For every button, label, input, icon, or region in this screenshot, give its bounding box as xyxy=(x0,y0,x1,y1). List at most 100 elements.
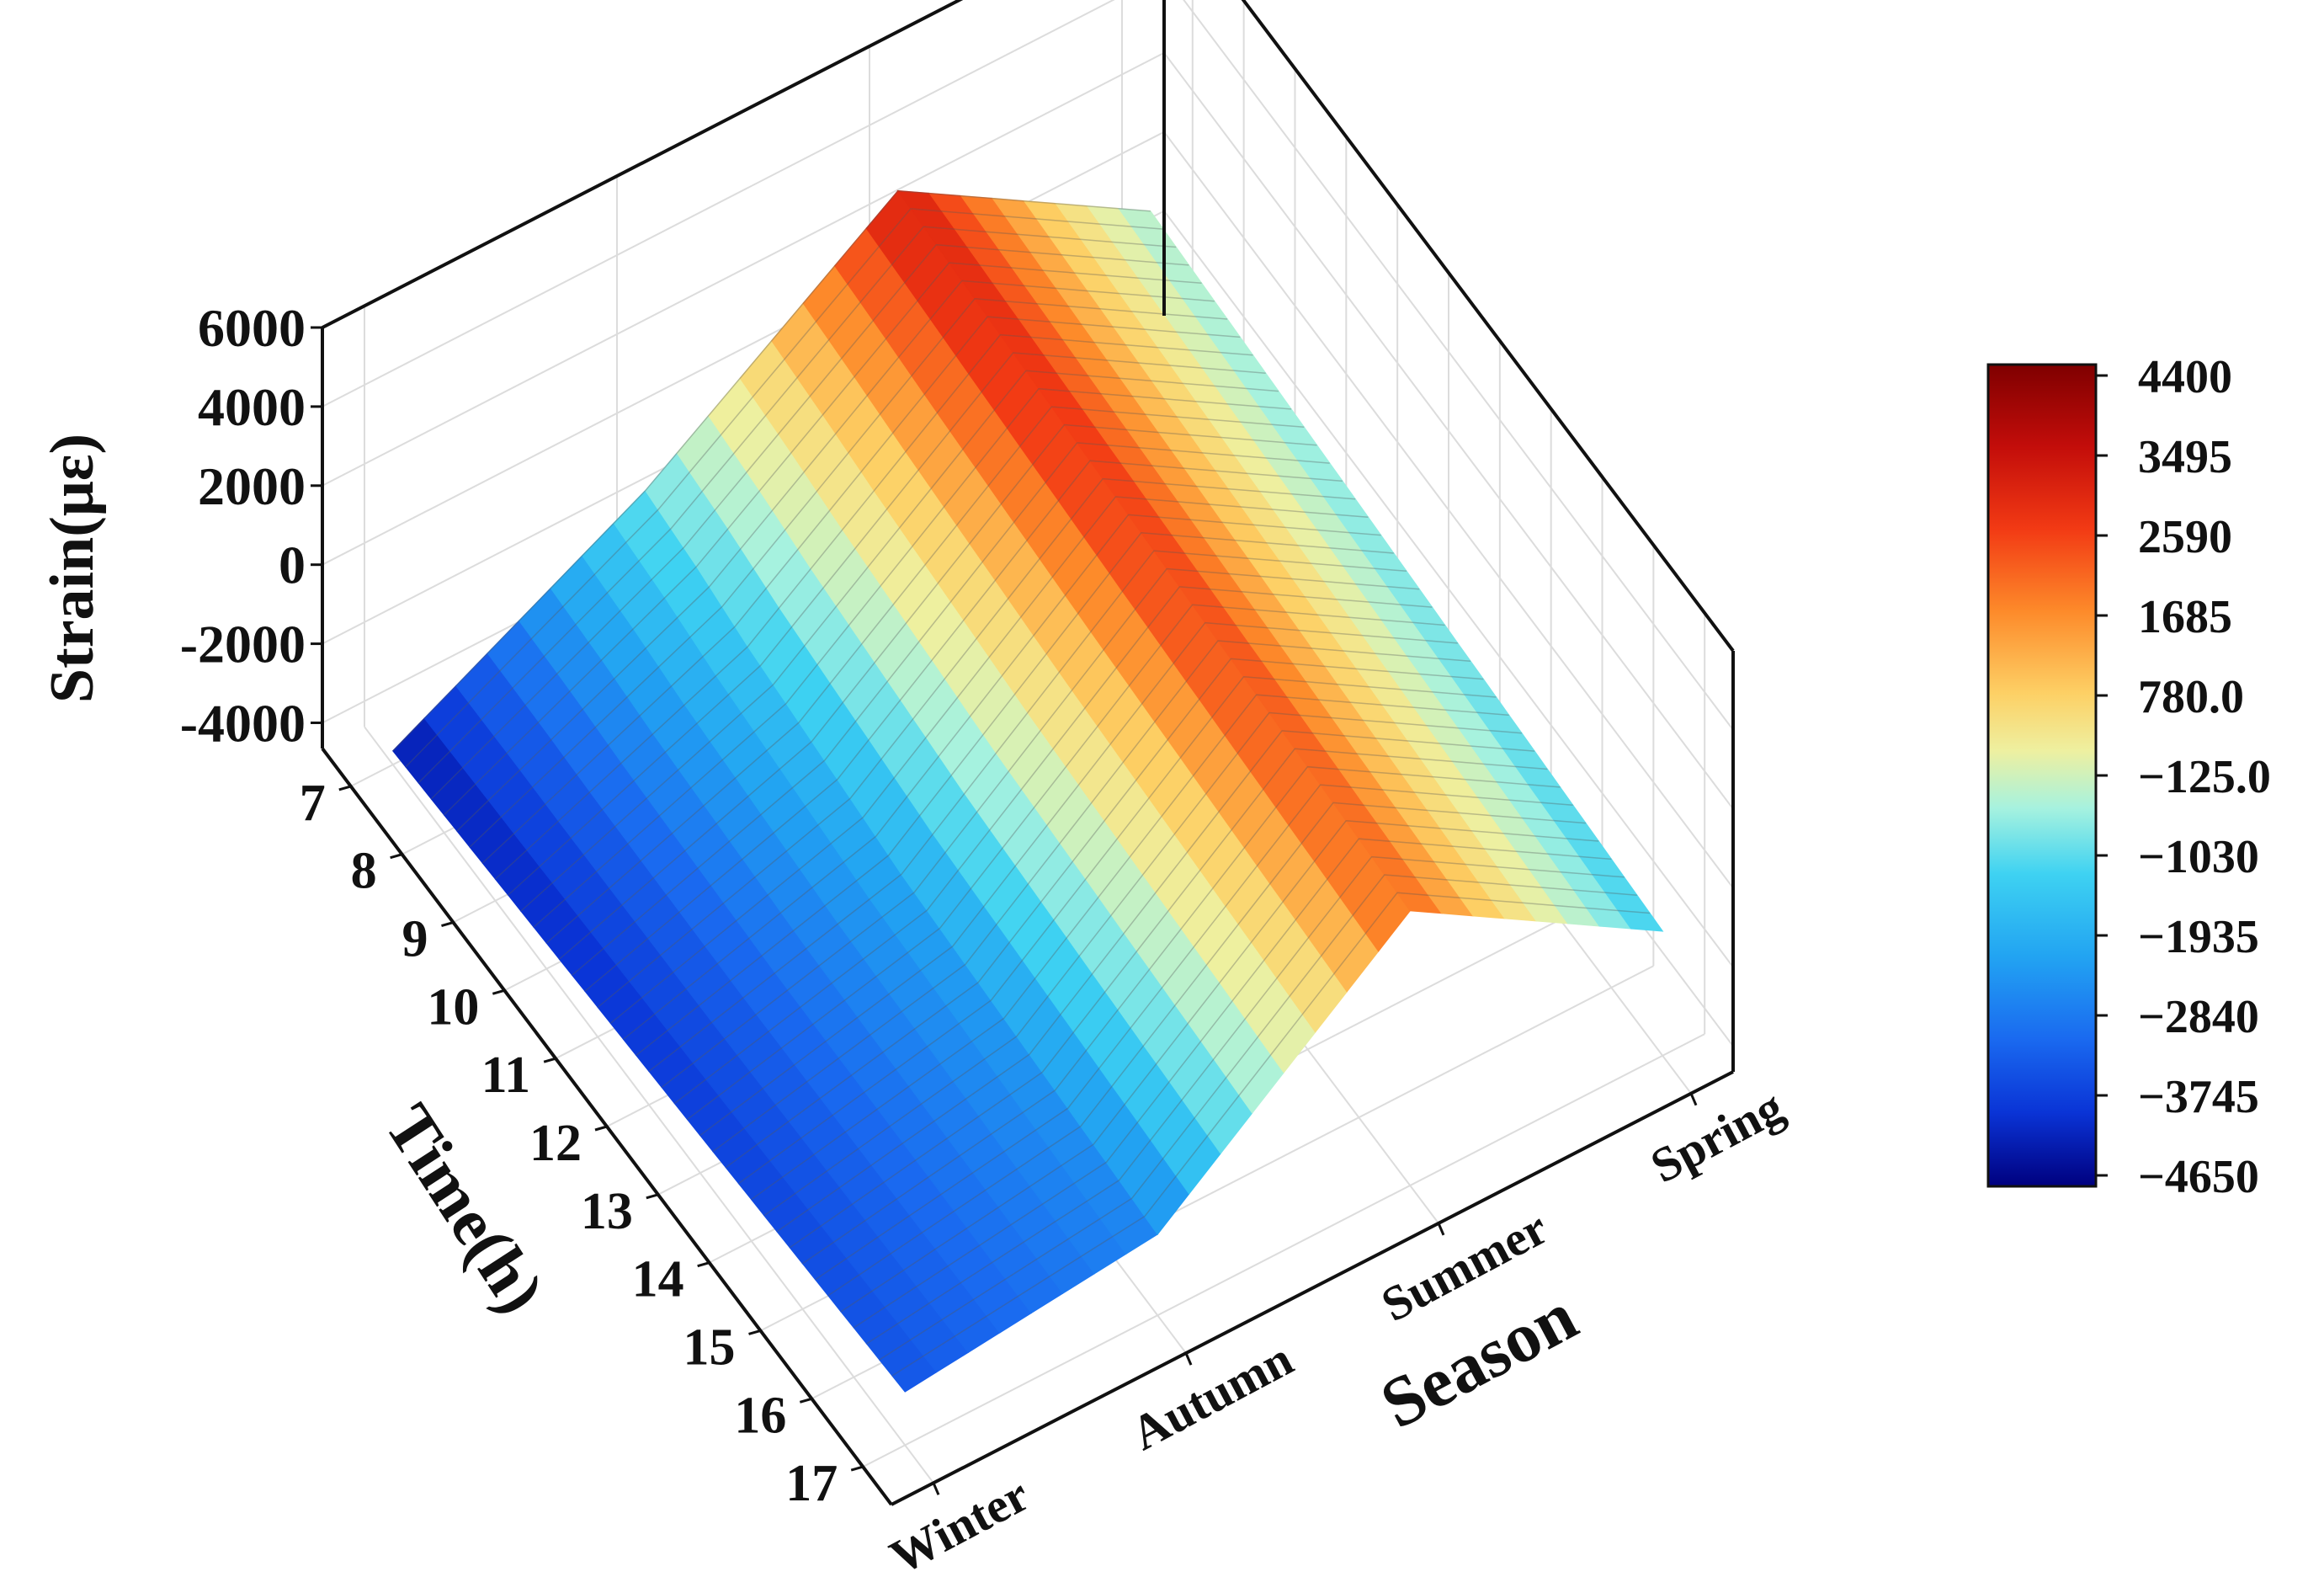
surface-mesh-line xyxy=(597,477,1356,1008)
time-tick-mark xyxy=(646,1193,659,1200)
surface-mesh-line xyxy=(763,711,1522,1217)
time-tick-mark xyxy=(492,988,505,995)
grid-time-line xyxy=(862,1033,1705,1468)
surface-mesh-line xyxy=(776,730,1535,1233)
surface-mesh-line xyxy=(520,370,1279,912)
surface-patch xyxy=(1617,909,1664,932)
season-tick-mark xyxy=(1437,1223,1445,1236)
colorbar-gradient xyxy=(1986,363,2098,1188)
edge-top-right xyxy=(1241,0,1735,653)
surface-mesh-line xyxy=(673,586,1433,1105)
surface-mesh-line xyxy=(738,676,1497,1185)
colorbar-tick-label: −125.0 xyxy=(2138,751,2271,803)
colorbar: 4400 3495 2590 1685 780.0 −125.0 −1030 −1935 −28… xyxy=(1986,351,2271,1203)
z-tick-label: 4000 xyxy=(198,377,306,437)
grid-z-line xyxy=(322,51,1165,487)
time-tick-mark xyxy=(338,785,352,791)
surface-mesh-line xyxy=(687,604,1445,1121)
colorbar-tick-label: 4400 xyxy=(2138,351,2232,403)
time-tick-mark xyxy=(697,1261,710,1268)
z-axis-title: Strain(με) xyxy=(38,434,107,703)
colorbar-tick-label: −2840 xyxy=(2138,991,2259,1043)
surface-mesh-line xyxy=(661,567,1420,1088)
z-axis-ticks: 6000 4000 2000 0 -2000 -4000 xyxy=(180,298,322,753)
time-tick-mark xyxy=(594,1125,608,1132)
time-tick-label: 17 xyxy=(785,1455,838,1512)
edge-season-axis xyxy=(891,1070,1734,1506)
surface-mesh-line xyxy=(469,298,1228,848)
time-tick-label: 7 xyxy=(300,775,326,832)
time-tick-label: 8 xyxy=(351,843,377,900)
surface-mesh-line xyxy=(609,496,1369,1024)
colorbar-tick-label: −3745 xyxy=(2138,1071,2259,1123)
season-tick-mark xyxy=(1689,1093,1698,1106)
surface-mesh-line xyxy=(853,838,1612,1329)
season-tick-label: Winter xyxy=(881,1467,1038,1577)
surface-mesh-line xyxy=(840,820,1599,1313)
time-tick-label: 10 xyxy=(427,978,479,1036)
time-tick-label: 9 xyxy=(402,911,428,968)
time-tick-label: 13 xyxy=(581,1183,633,1240)
colorbar-tick-label: 780.0 xyxy=(2138,671,2244,723)
surface-mesh-line xyxy=(494,333,1253,880)
season-tick-label: Autumn xyxy=(1123,1331,1302,1461)
season-tick-label: Spring xyxy=(1642,1079,1793,1193)
season-tick-mark xyxy=(1184,1352,1193,1366)
surface-mesh-line xyxy=(572,442,1330,976)
colorbar-tick-label: 3495 xyxy=(2138,431,2232,483)
surface-mesh-line xyxy=(444,262,1202,816)
surface-mesh-line xyxy=(405,208,1164,768)
surface-mesh-line xyxy=(545,406,1305,944)
surface-mesh-line xyxy=(648,550,1407,1072)
surface-mesh-line xyxy=(879,874,1637,1361)
z-tick-label: -4000 xyxy=(180,693,306,753)
time-tick-mark xyxy=(441,921,454,927)
colorbar-tick-label: 2590 xyxy=(2138,511,2232,563)
colorbar-tick-label: −4650 xyxy=(2138,1151,2259,1203)
colorbar-tick-label: −1030 xyxy=(2138,831,2259,883)
z-tick-label: 6000 xyxy=(198,298,306,358)
surface-mesh-line xyxy=(789,748,1548,1249)
colorbar-tick-label: −1935 xyxy=(2138,911,2259,963)
surface-mesh-line xyxy=(827,802,1586,1297)
surface-mesh-line xyxy=(559,424,1317,960)
strain-surface xyxy=(392,189,1664,1393)
time-tick-mark xyxy=(799,1397,812,1404)
surface-mesh-line xyxy=(751,694,1509,1201)
surface-mesh-line xyxy=(456,280,1215,832)
edge-top-back xyxy=(322,0,964,329)
surface-mesh-line xyxy=(699,621,1458,1137)
z-tick-label: 0 xyxy=(279,535,306,595)
surface-mesh-line xyxy=(891,892,1651,1377)
surface-mesh-line xyxy=(815,784,1573,1281)
season-tick-mark xyxy=(932,1482,940,1495)
surface-mesh-line xyxy=(481,316,1241,864)
time-tick-label: 12 xyxy=(529,1115,582,1172)
time-tick-label: 16 xyxy=(734,1387,786,1444)
time-tick-mark xyxy=(850,1465,864,1472)
surface-mesh-line xyxy=(712,640,1471,1153)
colorbar-tick-label: 1685 xyxy=(2138,591,2232,643)
time-tick-label: 11 xyxy=(481,1047,531,1104)
surface-mesh-line xyxy=(623,514,1381,1040)
time-tick-label: 14 xyxy=(632,1251,684,1308)
surface-mesh-line xyxy=(866,855,1625,1345)
surface-mesh-line xyxy=(636,532,1394,1056)
z-tick-label: 2000 xyxy=(198,456,306,516)
time-tick-mark xyxy=(390,853,403,860)
surface-mesh-line xyxy=(802,765,1561,1265)
surface-mesh-line xyxy=(725,658,1484,1169)
time-tick-mark xyxy=(543,1057,556,1063)
surface-mesh-line xyxy=(430,243,1189,800)
surface-mesh-line xyxy=(533,387,1292,928)
time-tick-mark xyxy=(748,1329,761,1335)
surface-mesh-line xyxy=(584,460,1343,992)
surface-mesh-line xyxy=(508,352,1266,896)
colorbar-ticks: 4400 3495 2590 1685 780.0 −125.0 −1030 −1935 −28… xyxy=(2096,351,2271,1203)
z-tick-label: -2000 xyxy=(180,615,306,674)
surface-mesh-line xyxy=(417,226,1177,784)
grid-z-line xyxy=(322,0,1115,408)
